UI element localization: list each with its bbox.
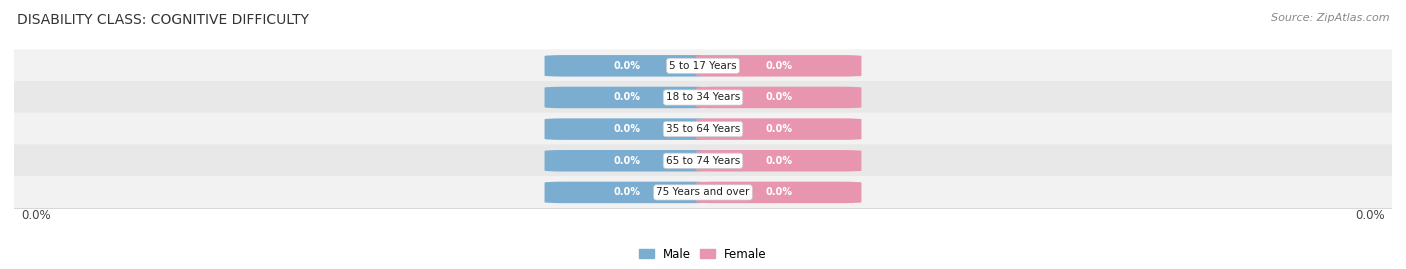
FancyBboxPatch shape: [544, 87, 710, 108]
Text: 18 to 34 Years: 18 to 34 Years: [666, 93, 740, 102]
Text: 0.0%: 0.0%: [765, 187, 793, 197]
FancyBboxPatch shape: [544, 182, 710, 203]
Text: 0.0%: 0.0%: [765, 124, 793, 134]
Legend: Male, Female: Male, Female: [634, 243, 772, 265]
FancyBboxPatch shape: [0, 144, 1406, 177]
FancyBboxPatch shape: [696, 87, 862, 108]
FancyBboxPatch shape: [696, 55, 862, 77]
Text: 0.0%: 0.0%: [765, 61, 793, 71]
FancyBboxPatch shape: [696, 182, 862, 203]
Text: 0.0%: 0.0%: [613, 93, 641, 102]
Text: 0.0%: 0.0%: [613, 61, 641, 71]
FancyBboxPatch shape: [696, 150, 862, 172]
Text: 0.0%: 0.0%: [765, 93, 793, 102]
FancyBboxPatch shape: [544, 150, 710, 172]
Text: 0.0%: 0.0%: [1355, 209, 1385, 222]
Text: 65 to 74 Years: 65 to 74 Years: [666, 156, 740, 166]
Text: 0.0%: 0.0%: [613, 124, 641, 134]
Text: 35 to 64 Years: 35 to 64 Years: [666, 124, 740, 134]
FancyBboxPatch shape: [0, 81, 1406, 114]
FancyBboxPatch shape: [544, 118, 710, 140]
Text: 0.0%: 0.0%: [613, 187, 641, 197]
FancyBboxPatch shape: [696, 118, 862, 140]
FancyBboxPatch shape: [0, 49, 1406, 82]
Text: DISABILITY CLASS: COGNITIVE DIFFICULTY: DISABILITY CLASS: COGNITIVE DIFFICULTY: [17, 13, 309, 27]
FancyBboxPatch shape: [544, 55, 710, 77]
Text: Source: ZipAtlas.com: Source: ZipAtlas.com: [1271, 13, 1389, 23]
Text: 0.0%: 0.0%: [21, 209, 51, 222]
Text: 0.0%: 0.0%: [613, 156, 641, 166]
Text: 75 Years and over: 75 Years and over: [657, 187, 749, 197]
Text: 5 to 17 Years: 5 to 17 Years: [669, 61, 737, 71]
FancyBboxPatch shape: [0, 113, 1406, 146]
FancyBboxPatch shape: [0, 176, 1406, 209]
Text: 0.0%: 0.0%: [765, 156, 793, 166]
